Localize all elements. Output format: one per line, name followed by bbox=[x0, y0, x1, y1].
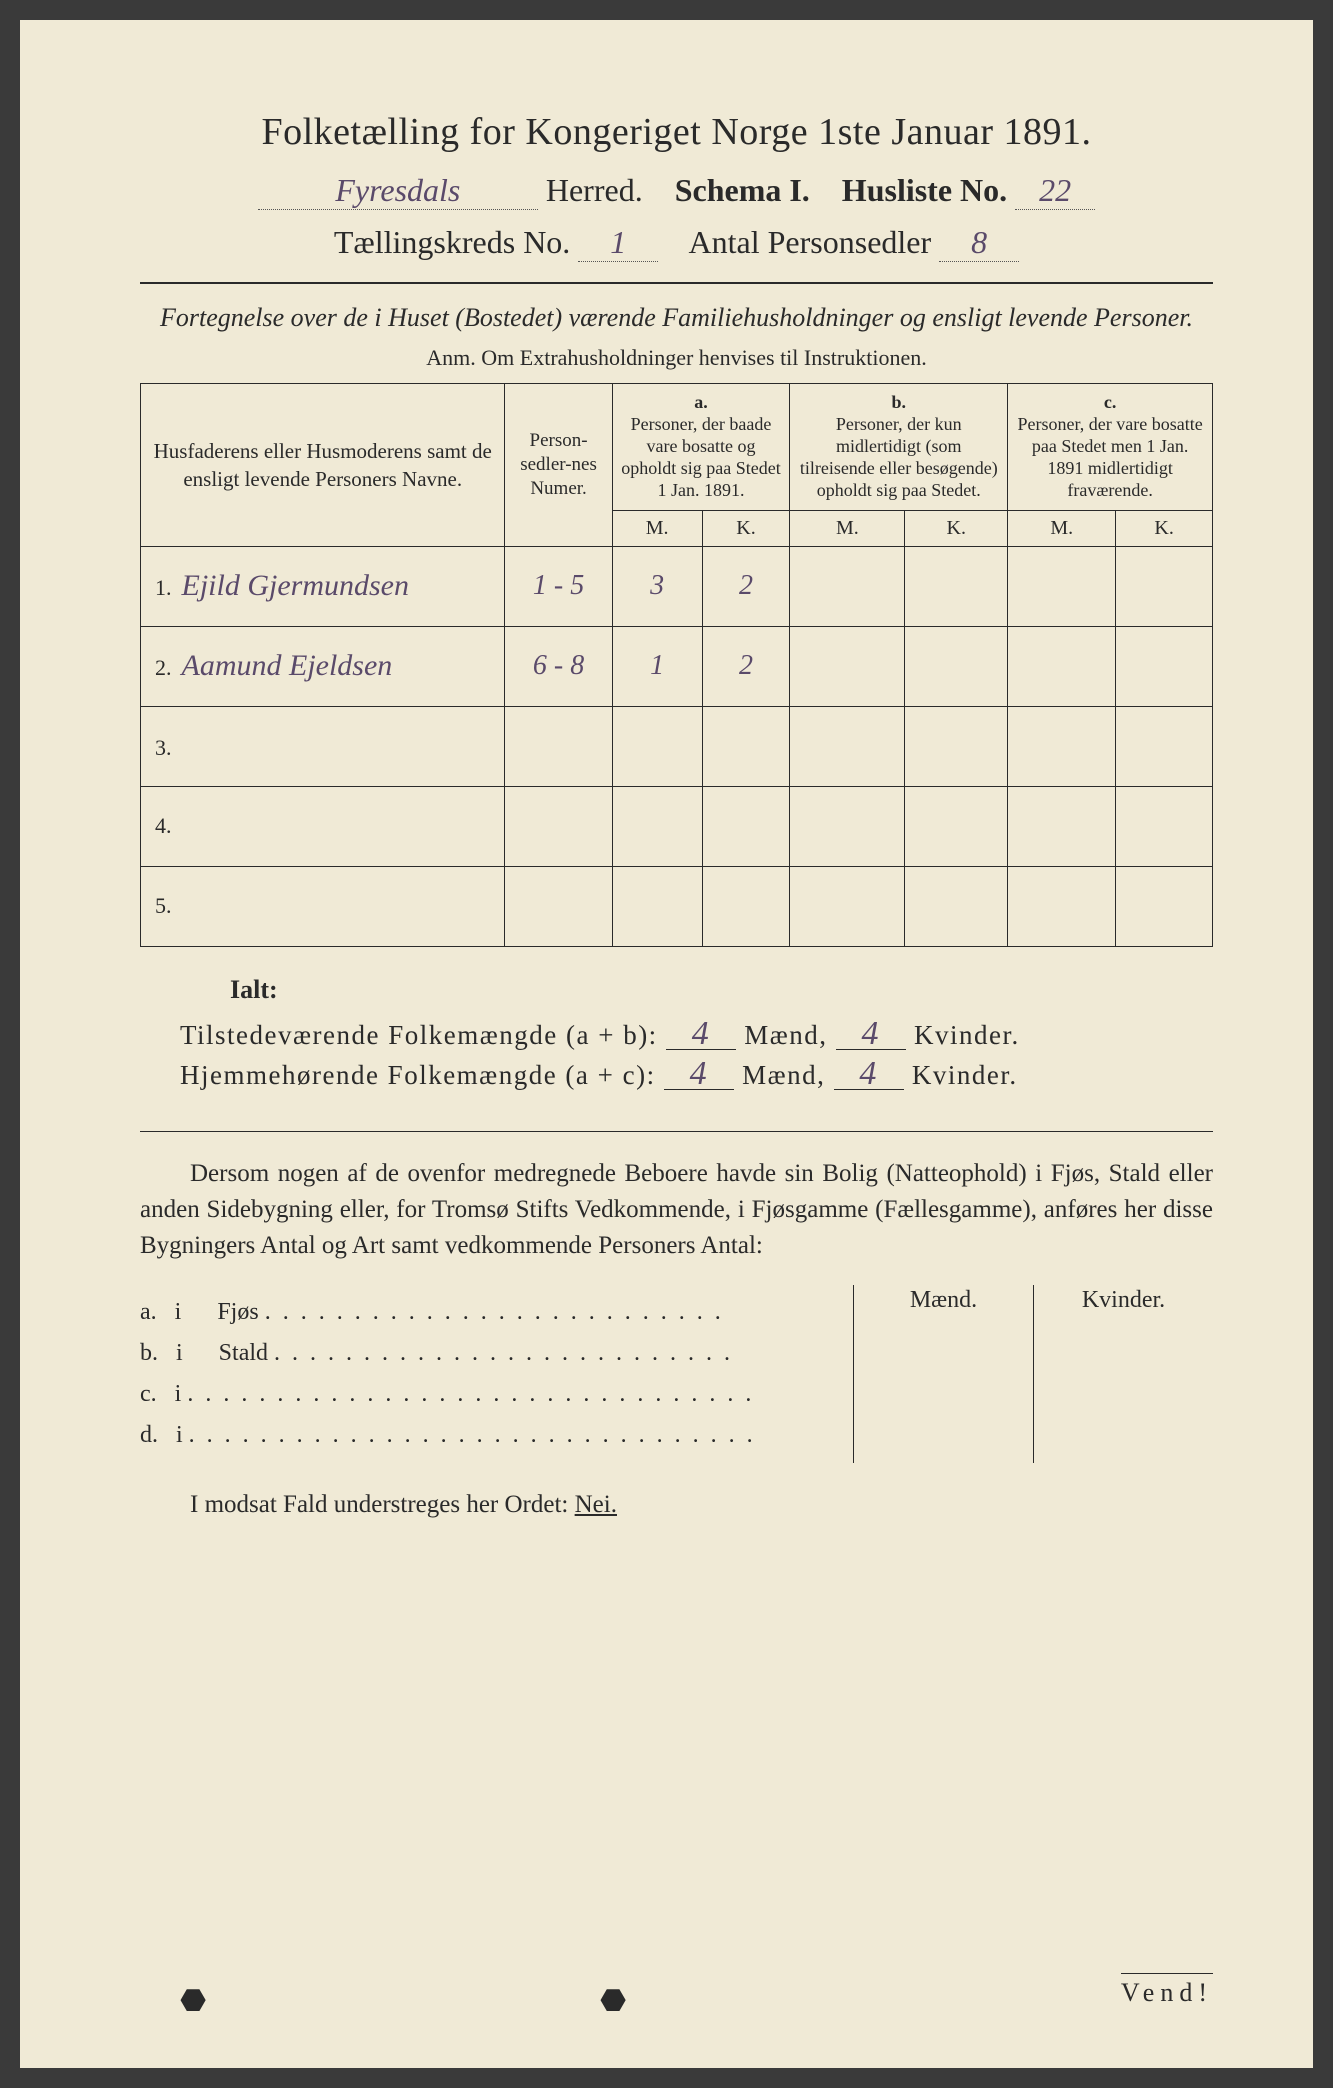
divider bbox=[140, 1131, 1213, 1132]
sum-ac-m: 4 bbox=[664, 1059, 734, 1091]
b-label: Stald bbox=[219, 1340, 268, 1366]
ialt-label: Ialt: bbox=[230, 975, 1213, 1005]
row-numer: 1 - 5 bbox=[533, 570, 584, 601]
cell: 1 bbox=[650, 650, 664, 681]
col-a-k: K. bbox=[702, 510, 790, 546]
vend-label: Vend! bbox=[1121, 1973, 1213, 2008]
building-block: a. i Fjøs . . . . . . . . . . . . . . . … bbox=[140, 1285, 1213, 1463]
tab-mark-icon: ⬣ bbox=[600, 1983, 626, 2018]
anm-note: Anm. Om Extrahusholdninger henvises til … bbox=[140, 345, 1213, 371]
b-i: i bbox=[176, 1422, 183, 1448]
b-i: i bbox=[175, 1381, 182, 1407]
building-row: c. i . . . . . . . . . . . . . . . . . .… bbox=[140, 1381, 833, 1408]
row-num: 1. bbox=[155, 575, 172, 600]
b-idx: c. bbox=[140, 1381, 157, 1407]
maend-label: Mænd, bbox=[744, 1020, 827, 1050]
col-a-label: a. bbox=[619, 392, 784, 414]
row-name: Ejild Gjermundsen bbox=[182, 569, 409, 602]
husliste-label: Husliste No. bbox=[842, 172, 1007, 208]
b-i: i bbox=[176, 1340, 183, 1366]
table-row: 1. Ejild Gjermundsen 1 - 5 3 2 bbox=[141, 546, 1213, 626]
dots: . . . . . . . . . . . . . . . . . . . . … bbox=[187, 1381, 754, 1407]
row-name: Aamund Ejeldsen bbox=[182, 649, 393, 682]
b-i: i bbox=[175, 1299, 182, 1325]
row-num: 2. bbox=[155, 655, 172, 680]
kvinder-col: Kvinder. bbox=[1034, 1285, 1213, 1463]
row-num: 5. bbox=[155, 893, 172, 918]
sedler-label: Antal Personsedler bbox=[689, 224, 932, 260]
subtitle: Fortegnelse over de i Huset (Bostedet) v… bbox=[140, 300, 1213, 335]
herred-value: Fyresdals bbox=[258, 172, 538, 210]
sum-ab-label: Tilstedeværende Folkemængde (a + b): bbox=[180, 1020, 658, 1050]
col-c-head: c. Personer, der vare bosatte paa Stedet… bbox=[1008, 384, 1213, 511]
sum-ab-m: 4 bbox=[666, 1019, 736, 1051]
col-c-text: Personer, der vare bosatte paa Stedet me… bbox=[1014, 414, 1206, 502]
table-row: 3. bbox=[141, 706, 1213, 786]
col-b-m: M. bbox=[790, 510, 905, 546]
sedler-value: 8 bbox=[939, 224, 1019, 262]
husliste-value: 22 bbox=[1015, 172, 1095, 210]
col-a-head: a. Personer, der baade vare bosatte og o… bbox=[612, 384, 790, 511]
maend-col: Mænd. bbox=[854, 1285, 1034, 1463]
building-row: d. i . . . . . . . . . . . . . . . . . .… bbox=[140, 1422, 833, 1449]
nei-word: Nei. bbox=[575, 1491, 617, 1518]
row-num: 4. bbox=[155, 813, 172, 838]
col-names-head: Husfaderens eller Husmoderens samt de en… bbox=[141, 384, 505, 547]
kreds-label: Tællingskreds No. bbox=[334, 224, 570, 260]
kreds-value: 1 bbox=[578, 224, 658, 262]
building-rows: a. i Fjøs . . . . . . . . . . . . . . . … bbox=[140, 1285, 853, 1463]
household-table: Husfaderens eller Husmoderens samt de en… bbox=[140, 383, 1213, 947]
col-c-k: K. bbox=[1116, 510, 1213, 546]
dots: . . . . . . . . . . . . . . . . . . . . … bbox=[189, 1422, 756, 1448]
kvinder-label: Kvinder. bbox=[912, 1060, 1018, 1090]
col-a-text: Personer, der baade vare bosatte og opho… bbox=[619, 414, 784, 502]
sum-ac-label: Hjemmehørende Folkemængde (a + c): bbox=[180, 1060, 656, 1090]
sum-ac-k: 4 bbox=[834, 1059, 904, 1091]
col-b-text: Personer, der kun midlertidigt (som tilr… bbox=[796, 414, 1001, 502]
cell: 3 bbox=[650, 570, 664, 601]
col-b-label: b. bbox=[796, 392, 1001, 414]
sum-ab-k: 4 bbox=[836, 1019, 906, 1051]
col-a-m: M. bbox=[612, 510, 702, 546]
dots: . . . . . . . . . . . . . . . . . . . . … bbox=[265, 1299, 724, 1325]
table-row: 2. Aamund Ejeldsen 6 - 8 1 2 bbox=[141, 626, 1213, 706]
b-idx: b. bbox=[140, 1340, 158, 1366]
tab-mark-icon: ⬣ bbox=[180, 1983, 206, 2018]
sum-line-ac: Hjemmehørende Folkemængde (a + c): 4 Mæn… bbox=[180, 1059, 1213, 1091]
dots: . . . . . . . . . . . . . . . . . . . . … bbox=[274, 1340, 733, 1366]
col-numer-head: Person-sedler-nes Numer. bbox=[505, 384, 612, 547]
table-body: 1. Ejild Gjermundsen 1 - 5 3 2 2. Aamund E… bbox=[141, 546, 1213, 946]
page-title: Folketælling for Kongeriget Norge 1ste J… bbox=[140, 110, 1213, 154]
kvinder-label: Kvinder. bbox=[914, 1020, 1020, 1050]
row-num: 3. bbox=[155, 735, 172, 760]
header-row-1: Fyresdals Herred. Schema I. Husliste No.… bbox=[140, 172, 1213, 210]
col-c-m: M. bbox=[1008, 510, 1116, 546]
b-idx: a. bbox=[140, 1299, 157, 1325]
census-form-page: Folketælling for Kongeriget Norge 1ste J… bbox=[20, 20, 1313, 2068]
building-mk-cols: Mænd. Kvinder. bbox=[853, 1285, 1213, 1463]
nei-pre: I modsat Fald understreges her Ordet: bbox=[190, 1491, 575, 1518]
table-row: 5. bbox=[141, 866, 1213, 946]
building-row: a. i Fjøs . . . . . . . . . . . . . . . … bbox=[140, 1299, 833, 1326]
table-row: 4. bbox=[141, 786, 1213, 866]
header-row-2: Tællingskreds No. 1 Antal Personsedler 8 bbox=[140, 224, 1213, 262]
col-c-label: c. bbox=[1014, 392, 1206, 414]
b-label: Fjøs bbox=[217, 1299, 258, 1325]
subtitle-text: Fortegnelse over de i Huset (Bostedet) v… bbox=[160, 303, 1193, 332]
col-b-head: b. Personer, der kun midlertidigt (som t… bbox=[790, 384, 1008, 511]
building-paragraph: Dersom nogen af de ovenfor medregnede Be… bbox=[140, 1156, 1213, 1265]
maend-label: Mænd, bbox=[742, 1060, 825, 1090]
sum-line-ab: Tilstedeværende Folkemængde (a + b): 4 M… bbox=[180, 1019, 1213, 1051]
cell: 2 bbox=[739, 570, 753, 601]
col-b-k: K. bbox=[905, 510, 1008, 546]
cell: 2 bbox=[739, 650, 753, 681]
divider bbox=[140, 282, 1213, 284]
building-row: b. i Stald . . . . . . . . . . . . . . .… bbox=[140, 1340, 833, 1367]
b-idx: d. bbox=[140, 1422, 158, 1448]
row-numer: 6 - 8 bbox=[533, 650, 584, 681]
nei-line: I modsat Fald understreges her Ordet: Ne… bbox=[140, 1491, 1213, 1519]
herred-label: Herred. bbox=[546, 172, 643, 208]
schema-label: Schema I. bbox=[675, 172, 810, 208]
